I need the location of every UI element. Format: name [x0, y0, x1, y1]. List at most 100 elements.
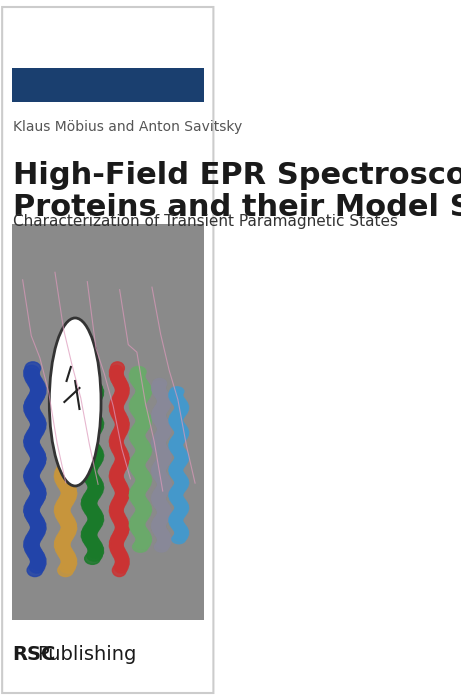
Ellipse shape	[25, 397, 40, 410]
Ellipse shape	[58, 564, 73, 577]
Ellipse shape	[175, 529, 189, 538]
Ellipse shape	[114, 550, 128, 563]
Ellipse shape	[110, 508, 124, 521]
Ellipse shape	[133, 481, 149, 492]
Ellipse shape	[54, 369, 70, 382]
Ellipse shape	[173, 407, 187, 416]
Ellipse shape	[112, 564, 126, 577]
Ellipse shape	[173, 473, 187, 482]
Ellipse shape	[61, 554, 77, 566]
Ellipse shape	[114, 390, 128, 402]
Ellipse shape	[55, 466, 71, 479]
Ellipse shape	[86, 508, 102, 519]
Ellipse shape	[152, 491, 165, 501]
Ellipse shape	[135, 382, 150, 393]
Ellipse shape	[25, 362, 41, 375]
Ellipse shape	[86, 424, 101, 435]
Ellipse shape	[136, 502, 151, 513]
Ellipse shape	[169, 415, 183, 424]
Ellipse shape	[55, 397, 71, 410]
Ellipse shape	[28, 459, 44, 472]
Ellipse shape	[135, 538, 150, 550]
Ellipse shape	[54, 400, 70, 413]
Ellipse shape	[153, 387, 167, 397]
Ellipse shape	[172, 509, 186, 518]
Ellipse shape	[60, 379, 76, 392]
Ellipse shape	[112, 463, 125, 475]
Ellipse shape	[81, 498, 97, 510]
Ellipse shape	[30, 484, 46, 496]
Ellipse shape	[112, 529, 126, 542]
Text: RSC: RSC	[12, 645, 56, 664]
Ellipse shape	[171, 471, 185, 480]
Ellipse shape	[27, 547, 42, 559]
Ellipse shape	[133, 511, 148, 522]
Ellipse shape	[169, 514, 183, 524]
Ellipse shape	[155, 446, 169, 456]
Ellipse shape	[153, 525, 166, 535]
Ellipse shape	[130, 372, 145, 384]
Ellipse shape	[157, 505, 171, 515]
Ellipse shape	[82, 469, 97, 481]
Ellipse shape	[152, 384, 165, 394]
Ellipse shape	[132, 424, 148, 435]
Ellipse shape	[61, 386, 77, 399]
Ellipse shape	[136, 475, 152, 486]
Ellipse shape	[84, 473, 99, 484]
Ellipse shape	[173, 499, 187, 508]
Ellipse shape	[130, 397, 146, 407]
Ellipse shape	[59, 411, 74, 424]
Ellipse shape	[82, 437, 97, 449]
Ellipse shape	[29, 390, 44, 402]
Ellipse shape	[155, 486, 169, 496]
Ellipse shape	[30, 554, 46, 566]
Ellipse shape	[154, 404, 168, 414]
Ellipse shape	[136, 536, 152, 546]
Ellipse shape	[130, 517, 145, 528]
Ellipse shape	[170, 519, 183, 528]
Ellipse shape	[112, 477, 125, 489]
Ellipse shape	[84, 537, 100, 548]
Ellipse shape	[174, 451, 188, 460]
Ellipse shape	[169, 466, 183, 475]
Ellipse shape	[30, 526, 45, 538]
Ellipse shape	[173, 433, 187, 442]
Ellipse shape	[54, 505, 70, 517]
Ellipse shape	[61, 383, 77, 395]
Text: Characterization of Transient Paramagnetic States: Characterization of Transient Paramagnet…	[12, 214, 397, 228]
Ellipse shape	[157, 483, 171, 493]
Ellipse shape	[115, 557, 129, 570]
Ellipse shape	[25, 407, 41, 420]
Ellipse shape	[132, 496, 148, 507]
Ellipse shape	[59, 515, 75, 528]
Ellipse shape	[134, 499, 150, 510]
Ellipse shape	[88, 450, 104, 461]
Ellipse shape	[83, 376, 98, 387]
Ellipse shape	[157, 449, 171, 459]
Ellipse shape	[56, 543, 71, 556]
Ellipse shape	[26, 498, 41, 510]
Ellipse shape	[155, 390, 169, 400]
Ellipse shape	[175, 428, 189, 437]
Ellipse shape	[175, 501, 189, 510]
Ellipse shape	[82, 430, 98, 442]
Ellipse shape	[131, 454, 147, 465]
Ellipse shape	[156, 539, 170, 550]
Ellipse shape	[55, 473, 71, 486]
Ellipse shape	[30, 491, 45, 503]
Ellipse shape	[153, 497, 166, 507]
Ellipse shape	[115, 386, 129, 399]
Ellipse shape	[61, 452, 77, 465]
Ellipse shape	[111, 442, 125, 454]
Ellipse shape	[24, 400, 39, 413]
Ellipse shape	[24, 438, 40, 451]
Ellipse shape	[154, 489, 167, 498]
Ellipse shape	[109, 540, 123, 552]
Ellipse shape	[86, 443, 101, 455]
Ellipse shape	[30, 418, 46, 430]
Ellipse shape	[136, 414, 152, 426]
Ellipse shape	[25, 543, 41, 556]
Ellipse shape	[132, 393, 148, 405]
Ellipse shape	[56, 498, 72, 510]
Ellipse shape	[115, 456, 129, 468]
